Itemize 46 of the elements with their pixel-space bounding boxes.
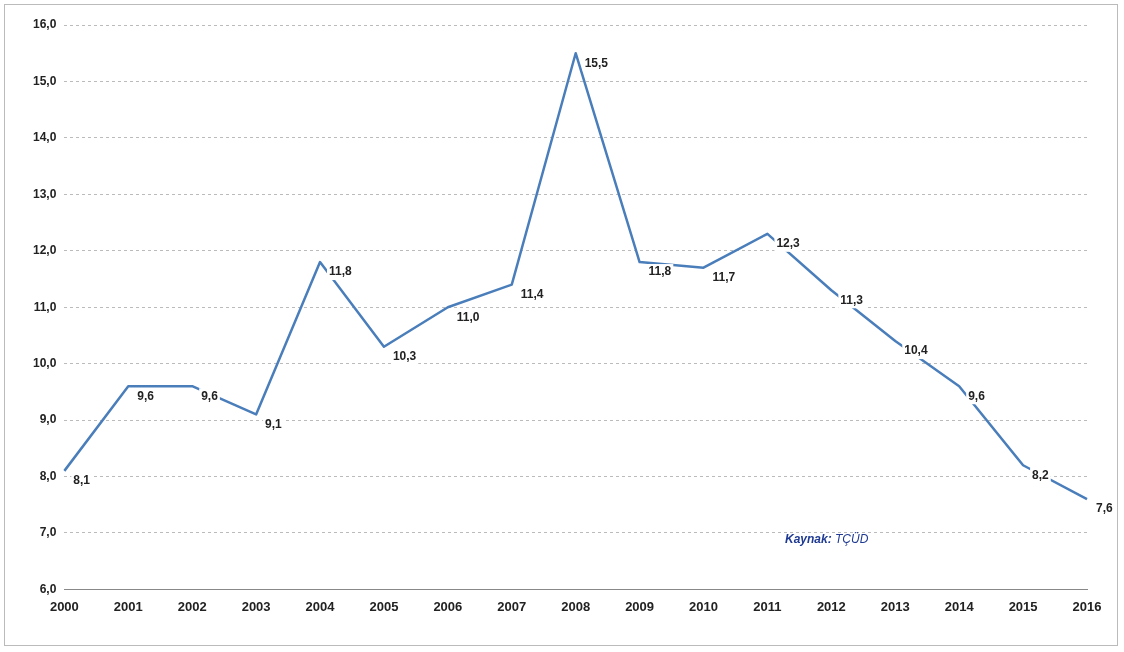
y-tick-label: 8,0 xyxy=(39,468,57,483)
x-tick-label: 2015 xyxy=(1008,598,1038,614)
x-tick-label: 2013 xyxy=(880,598,910,614)
y-tick-label: 12,0 xyxy=(33,243,57,258)
data-label: 10,4 xyxy=(904,343,928,358)
x-tick-label: 2001 xyxy=(113,598,143,614)
annotation: Kaynak: TÇÜD xyxy=(785,532,869,546)
data-label: 9,1 xyxy=(265,416,283,431)
data-label: 8,2 xyxy=(1032,467,1050,482)
y-tick-label: 10,0 xyxy=(33,355,57,370)
data-label: 15,5 xyxy=(584,55,609,70)
data-label: 7,6 xyxy=(1096,501,1114,516)
x-tick-label: 2002 xyxy=(177,598,207,614)
x-tick-label: 2000 xyxy=(49,598,79,614)
data-label: 11,0 xyxy=(456,309,480,324)
x-tick-label: 2003 xyxy=(241,598,271,614)
data-label: 9,6 xyxy=(968,388,986,403)
data-label: 9,6 xyxy=(137,388,155,403)
data-label: 11,4 xyxy=(520,286,544,301)
y-tick-label: 13,0 xyxy=(33,186,57,201)
y-tick-label: 16,0 xyxy=(33,17,57,32)
data-label: 8,1 xyxy=(73,473,91,488)
y-tick-label: 15,0 xyxy=(33,73,57,88)
data-label: 12,3 xyxy=(776,236,801,251)
x-tick-label: 2016 xyxy=(1072,598,1102,614)
y-tick-label: 7,0 xyxy=(39,525,57,540)
data-label: 9,6 xyxy=(201,388,219,403)
data-label: 11,8 xyxy=(329,264,353,279)
x-tick-label: 2014 xyxy=(944,598,975,614)
x-tick-label: 2007 xyxy=(497,598,527,614)
x-tick-label: 2010 xyxy=(689,598,718,614)
x-tick-label: 2005 xyxy=(369,598,399,614)
x-tick-label: 2004 xyxy=(305,598,336,614)
x-tick-label: 2012 xyxy=(816,598,846,614)
x-tick-label: 2009 xyxy=(625,598,655,614)
data-label: 11,3 xyxy=(840,292,864,307)
y-tick-label: 9,0 xyxy=(39,412,57,427)
y-tick-label: 14,0 xyxy=(33,130,57,145)
x-tick-label: 2008 xyxy=(561,598,591,614)
data-label: 11,7 xyxy=(712,270,736,284)
x-tick-label: 2006 xyxy=(433,598,463,614)
data-label: 10,3 xyxy=(392,349,417,364)
data-label: 11,8 xyxy=(648,264,672,279)
x-tick-label: 2011 xyxy=(753,598,782,614)
y-tick-label: 6,0 xyxy=(39,581,57,596)
y-tick-label: 11,0 xyxy=(33,299,57,314)
